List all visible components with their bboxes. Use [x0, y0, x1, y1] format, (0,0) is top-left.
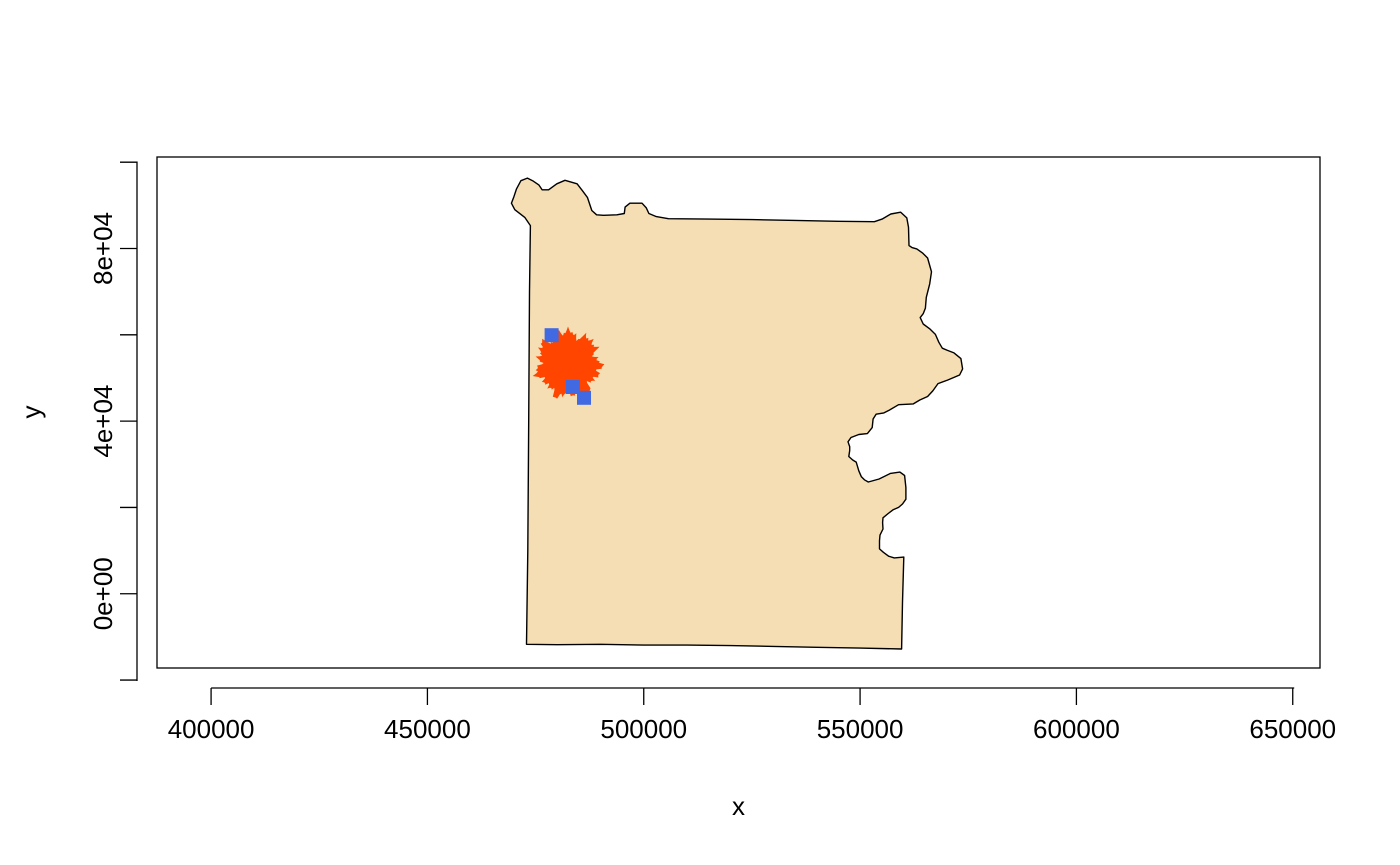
- y-axis: 0e+00 4e+04 8e+04: [88, 161, 138, 681]
- y-tick-label: 4e+04: [88, 385, 118, 458]
- x-tick-label: 450000: [384, 714, 471, 744]
- x-tick-label: 650000: [1249, 714, 1336, 744]
- boundary-polygon: [510, 177, 964, 650]
- sample-point: [577, 390, 591, 405]
- y-tick-label: 0e+00: [88, 557, 118, 630]
- map-layers: [510, 177, 964, 650]
- fire-perimeter: [532, 326, 605, 399]
- y-axis-title: y: [16, 406, 46, 419]
- x-tick-label: 550000: [817, 714, 904, 744]
- sample-point: [565, 380, 580, 394]
- y-tick-label: 8e+04: [88, 212, 118, 285]
- x-axis-title: x: [732, 791, 745, 821]
- x-tick-label: 600000: [1033, 714, 1120, 744]
- x-tick-label: 500000: [600, 714, 687, 744]
- x-tick-label: 400000: [168, 714, 255, 744]
- plot-frame: [156, 156, 1321, 669]
- sample-point: [544, 328, 559, 343]
- x-axis: 400000 450000 500000 550000 600000 650000: [168, 687, 1336, 744]
